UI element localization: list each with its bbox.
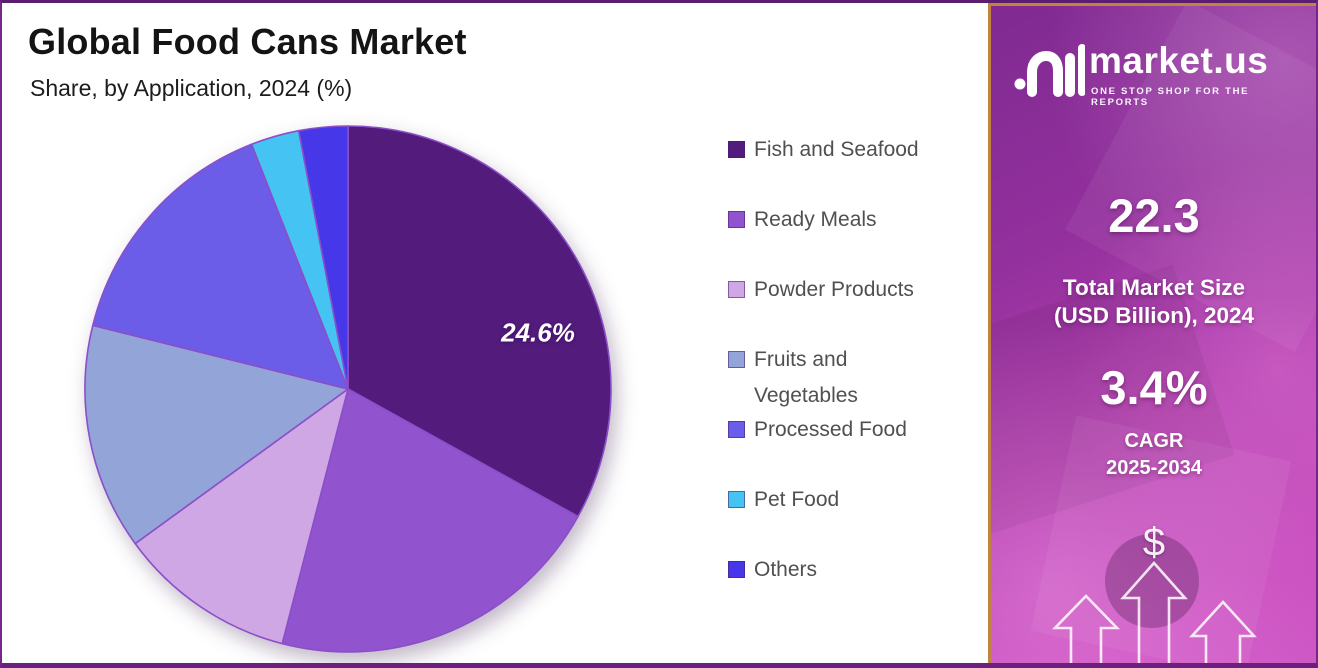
dollar-icon: $: [1142, 520, 1166, 565]
legend-label: Ready Meals: [754, 208, 877, 231]
legend-swatch: [728, 421, 745, 438]
market-size-label: Total Market Size (USD Billion), 2024: [991, 274, 1316, 330]
marketus-wordmark: market.us: [1089, 40, 1269, 81]
pie-slice-fish-and-seafood: [347, 125, 612, 518]
legend-item-powder-products: Powder Products: [728, 272, 914, 308]
cagr-value: 3.4%: [1100, 361, 1208, 414]
pie-slice-ready-meals: [281, 388, 579, 653]
legend-swatch: [728, 561, 745, 578]
cagr-label-line1: CAGR: [1124, 430, 1184, 452]
page-title: Global Food Cans Market: [28, 21, 467, 62]
marketus-logo-icon: [1014, 44, 1085, 97]
page-subtitle: Share, by Application, 2024 (%): [30, 75, 353, 101]
legend-label: Fish and Seafood: [754, 138, 919, 161]
legend-label: Powder Products: [754, 278, 914, 301]
market-size-label-line2: (USD Billion), 2024: [1053, 303, 1255, 328]
legend-label: Pet Food: [754, 488, 840, 511]
growth-arrows-icon: [1051, 561, 1257, 663]
legend-item-fish-and-seafood: Fish and Seafood: [728, 132, 919, 168]
legend-item-fruits-and-vegetables: Fruits and Vegetables: [728, 342, 858, 414]
market-size-value: 22.3: [1108, 189, 1200, 242]
market-size-label-line1: Total Market Size: [1062, 275, 1246, 300]
legend-item-pet-food: Pet Food: [728, 482, 839, 518]
legend-label: Others: [754, 558, 818, 581]
legend-item-ready-meals: Ready Meals: [728, 202, 877, 238]
legend-item-processed-food: Processed Food: [728, 412, 907, 448]
marketus-tagline: ONE STOP SHOP FOR THE REPORTS: [1091, 86, 1250, 108]
legend-swatch: [728, 211, 745, 228]
legend-swatch: [728, 281, 745, 298]
pie-slice-others: [297, 125, 349, 390]
marketus-logo: market.us ONE STOP SHOP FOR THE REPORTS: [1011, 34, 1303, 108]
pie-data-label: 24.6%: [501, 317, 575, 348]
legend-label: Fruits and Vegetables: [754, 348, 858, 407]
pie-slice-processed-food: [92, 143, 349, 390]
cagr-label-line2: 2025-2034: [1106, 457, 1202, 479]
pie-chart: 24.6%: [2, 3, 990, 663]
cagr-label: CAGR 2025-2034: [991, 428, 1316, 482]
legend-item-others: Others: [728, 552, 817, 588]
cup-circle-decoration: [1105, 534, 1199, 628]
legend-swatch: [728, 491, 745, 508]
legend-label: Processed Food: [754, 418, 907, 441]
pie-slice-powder-products: [134, 388, 349, 645]
legend-swatch: [728, 351, 745, 368]
legend: Fish and Seafood Ready Meals Powder Produc…: [728, 3, 978, 663]
brand-panel: market.us ONE STOP SHOP FOR THE REPORTS …: [988, 3, 1316, 663]
pie-svg: [84, 125, 612, 653]
pie-slice-fruits-and-vegetables: [84, 324, 349, 545]
legend-swatch: [728, 141, 745, 158]
